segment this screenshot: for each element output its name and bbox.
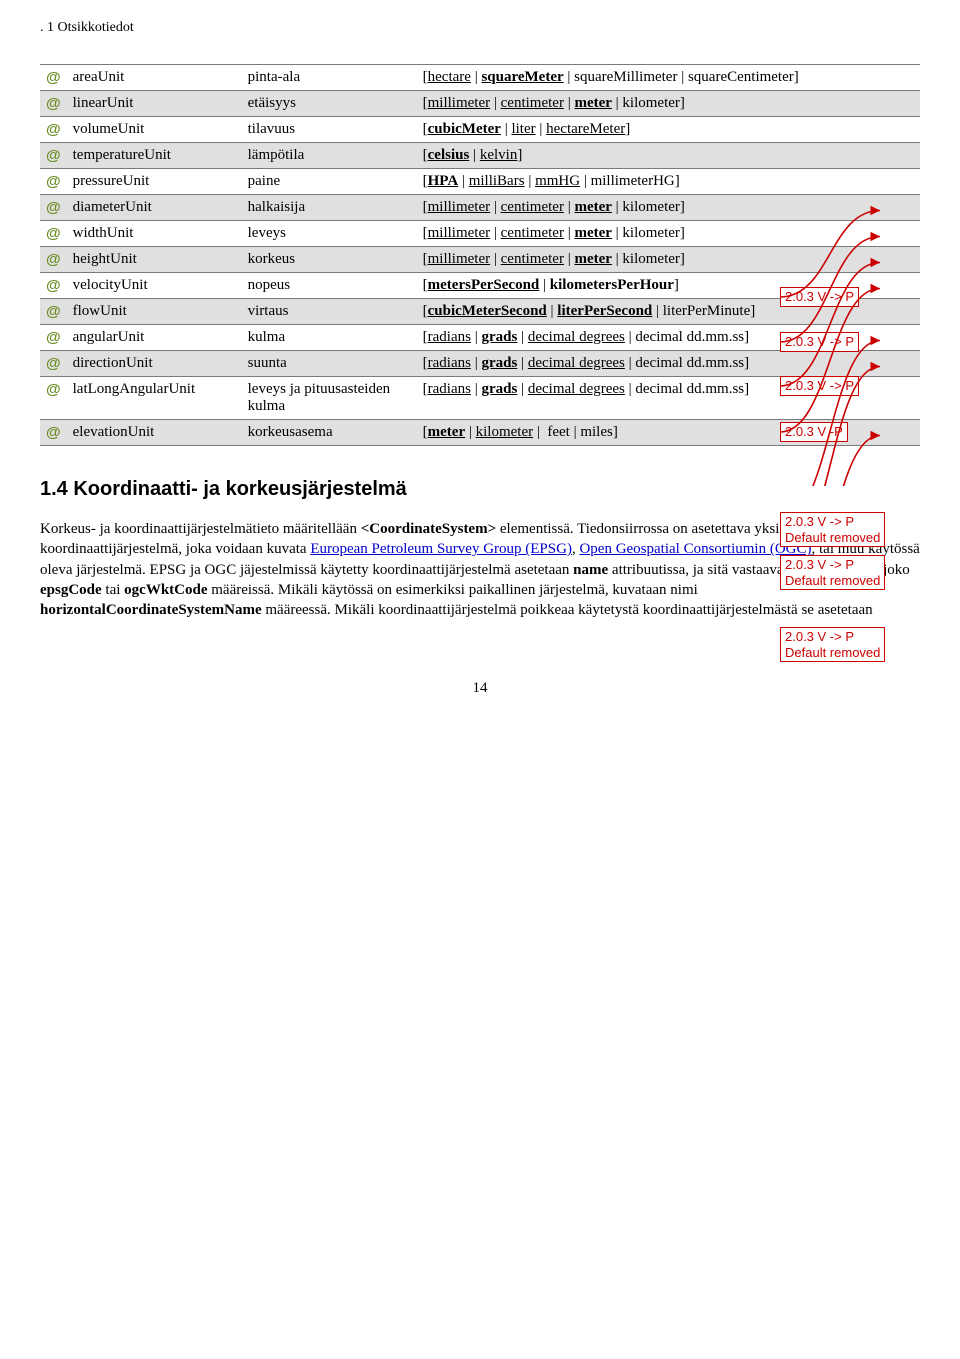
at-icon: @ (40, 351, 67, 377)
section-heading: 1.4 Koordinaatti- ja korkeusjärjestelmä (40, 478, 920, 501)
attr-fi: tilavuus (242, 117, 417, 143)
attr-values: [HPA | milliBars | mmHG | millimeterHG] (417, 169, 920, 195)
attr-values: [celsius | kelvin] (417, 143, 920, 169)
at-icon: @ (40, 143, 67, 169)
attr-values: [hectare | squareMeter | squareMillimete… (417, 65, 920, 91)
attr-fi: korkeusasema (242, 420, 417, 446)
at-icon: @ (40, 299, 67, 325)
annotation: 2.0.3 V -P (780, 422, 848, 442)
attr-fi: etäisyys (242, 91, 417, 117)
attr-name: elevationUnit (67, 420, 242, 446)
attr-name: temperatureUnit (67, 143, 242, 169)
annotation-text: 2.0.3 V -> P (780, 332, 859, 352)
attr-name: linearUnit (67, 91, 242, 117)
table-row: @pressureUnitpaine[HPA | milliBars | mmH… (40, 169, 920, 195)
table-row: @linearUnitetäisyys[millimeter | centime… (40, 91, 920, 117)
attr-fi: suunta (242, 351, 417, 377)
table-row: @heightUnitkorkeus[millimeter | centimet… (40, 247, 920, 273)
attr-values: [millimeter | centimeter | meter | kilom… (417, 221, 920, 247)
attr-values: [millimeter | centimeter | meter | kilom… (417, 195, 920, 221)
annotation-text: 2.0.3 V -P (780, 422, 848, 442)
attr-values: [radians | grads | decimal degrees | dec… (417, 351, 920, 377)
annotation: 2.0.3 V -> PDefault removed (780, 512, 885, 547)
attr-fi: nopeus (242, 273, 417, 299)
table-row: @widthUnitleveys[millimeter | centimeter… (40, 221, 920, 247)
attr-fi: kulma (242, 325, 417, 351)
at-icon: @ (40, 325, 67, 351)
annotation: 2.0.3 V -> PDefault removed (780, 627, 885, 662)
attr-fi: korkeus (242, 247, 417, 273)
attr-name: volumeUnit (67, 117, 242, 143)
at-icon: @ (40, 169, 67, 195)
page-number: 14 (40, 680, 920, 697)
attr-name: widthUnit (67, 221, 242, 247)
at-icon: @ (40, 420, 67, 446)
table-row: @diameterUnithalkaisija[millimeter | cen… (40, 195, 920, 221)
table-row: @temperatureUnitlämpötila[celsius | kelv… (40, 143, 920, 169)
table-row: @directionUnitsuunta[radians | grads | d… (40, 351, 920, 377)
at-icon: @ (40, 221, 67, 247)
at-icon: @ (40, 91, 67, 117)
attr-fi: paine (242, 169, 417, 195)
attr-name: heightUnit (67, 247, 242, 273)
annotation: 2.0.3 V -> P (780, 332, 859, 352)
at-icon: @ (40, 65, 67, 91)
attr-name: directionUnit (67, 351, 242, 377)
annotation: 2.0.3 V -> P (780, 376, 859, 396)
attr-values: [millimeter | centimeter | meter | kilom… (417, 247, 920, 273)
attr-fi: leveys ja pituusasteiden kulma (242, 377, 417, 420)
annotation-text: 2.0.3 V -> PDefault removed (780, 555, 885, 590)
attr-name: diameterUnit (67, 195, 242, 221)
attr-fi: virtaus (242, 299, 417, 325)
table-row: @areaUnitpinta-ala[hectare | squareMeter… (40, 65, 920, 91)
annotation: 2.0.3 V -> P (780, 287, 859, 307)
attr-name: velocityUnit (67, 273, 242, 299)
at-icon: @ (40, 117, 67, 143)
annotation-text: 2.0.3 V -> P (780, 287, 859, 307)
attr-values: [cubicMeter | liter | hectareMeter] (417, 117, 920, 143)
at-icon: @ (40, 377, 67, 420)
annotation-text: 2.0.3 V -> PDefault removed (780, 627, 885, 662)
attr-values: [millimeter | centimeter | meter | kilom… (417, 91, 920, 117)
annotation-text: 2.0.3 V -> PDefault removed (780, 512, 885, 547)
attr-name: pressureUnit (67, 169, 242, 195)
attr-fi: halkaisija (242, 195, 417, 221)
attr-name: latLongAngularUnit (67, 377, 242, 420)
attr-fi: lämpötila (242, 143, 417, 169)
table-wrapper: @areaUnitpinta-ala[hectare | squareMeter… (40, 64, 920, 446)
at-icon: @ (40, 273, 67, 299)
annotation: 2.0.3 V -> PDefault removed (780, 555, 885, 590)
attr-name: angularUnit (67, 325, 242, 351)
table-row: @volumeUnittilavuus[cubicMeter | liter |… (40, 117, 920, 143)
attr-name: flowUnit (67, 299, 242, 325)
page-title: . 1 Otsikkotiedot (40, 20, 920, 36)
attr-fi: pinta-ala (242, 65, 417, 91)
attr-fi: leveys (242, 221, 417, 247)
annotation-text: 2.0.3 V -> P (780, 376, 859, 396)
attr-name: areaUnit (67, 65, 242, 91)
at-icon: @ (40, 247, 67, 273)
at-icon: @ (40, 195, 67, 221)
